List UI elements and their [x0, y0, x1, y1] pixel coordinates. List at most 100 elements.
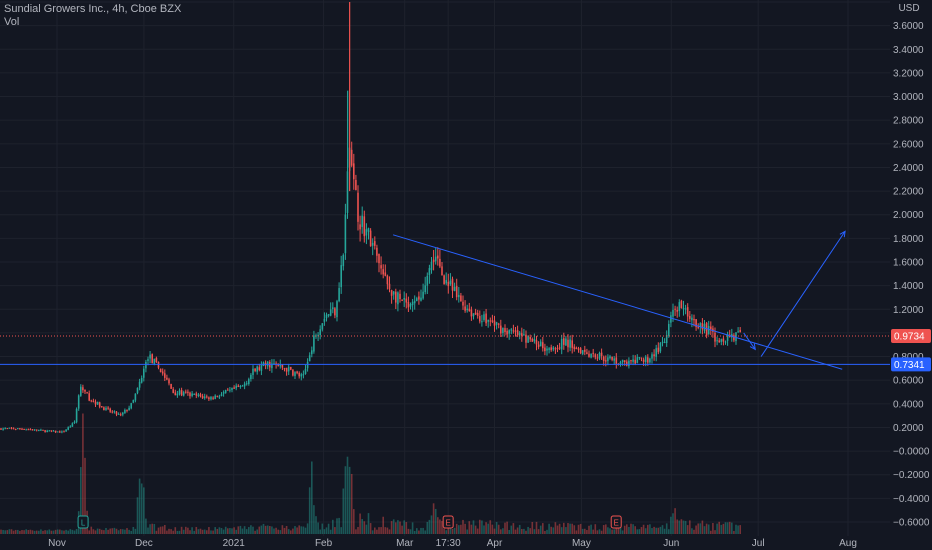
candle-body: [607, 357, 609, 362]
candle-body: [185, 391, 187, 393]
candle-body: [208, 397, 210, 400]
volume-bar: [716, 523, 718, 534]
volume-bar: [203, 529, 206, 534]
candle-body: [42, 429, 44, 431]
candle-body: [69, 426, 72, 428]
candle-body: [35, 429, 38, 431]
volume-bar: [227, 528, 229, 534]
volume-bar: [189, 530, 191, 534]
grid: [0, 0, 890, 536]
candle-body: [107, 407, 109, 409]
volume-bar: [132, 526, 135, 534]
candle-body: [113, 411, 116, 413]
candle-body: [508, 330, 510, 334]
volume-bar: [40, 529, 42, 534]
candle-body: [649, 358, 651, 363]
volume-bar: [462, 519, 464, 534]
candle-body: [647, 357, 649, 363]
price-tick-label: 2.6000: [893, 139, 924, 150]
candle-body: [426, 275, 429, 286]
volume-bar: [124, 529, 126, 534]
candle-body: [634, 359, 636, 364]
candle-body: [54, 430, 57, 433]
price-tick-label: 0.4000: [893, 399, 924, 410]
candle-body: [227, 389, 229, 391]
volume-bar: [525, 530, 527, 534]
time-tick-label: May: [572, 538, 591, 549]
volume-bar: [426, 521, 429, 534]
volume-bar: [451, 528, 454, 534]
volume-bar: [126, 528, 128, 534]
earnings-marker-label: E: [614, 519, 619, 528]
volume-bar: [258, 526, 261, 534]
candle-body: [96, 401, 99, 405]
candle-body: [521, 333, 523, 336]
candle-body: [510, 329, 513, 331]
volume-bar: [594, 524, 597, 534]
volume-bar: [340, 527, 342, 534]
candle-body: [596, 357, 599, 359]
volume-bar: [10, 529, 13, 534]
price-tick-label: 3.2000: [893, 68, 924, 79]
candle-body: [283, 368, 286, 370]
candle-body: [621, 359, 624, 363]
volume-bar: [703, 526, 706, 534]
volume-bar: [691, 528, 693, 534]
volume-bar: [115, 528, 118, 534]
time-axis[interactable]: Nov Dec 2021 Feb Mar 17:30 Apr May Jun Jul Aug: [48, 538, 857, 549]
volume-bar: [199, 528, 202, 534]
candle-body: [470, 309, 473, 317]
candle-body: [176, 393, 179, 396]
candle-body: [733, 335, 735, 341]
candle-body: [432, 259, 435, 263]
candle-body: [485, 313, 487, 324]
candle-body: [82, 387, 84, 391]
candle-body: [689, 315, 691, 319]
volume-bar: [470, 524, 473, 534]
time-axis-background[interactable]: [0, 536, 932, 550]
drawings[interactable]: [0, 230, 890, 370]
volume-bar: [615, 528, 618, 534]
volume-bar: [502, 528, 504, 534]
volume-bar: [714, 530, 716, 534]
volume-bar: [348, 466, 351, 534]
price-axis-background[interactable]: [890, 0, 932, 536]
volume-bar: [737, 525, 739, 534]
volume-bar: [67, 530, 69, 534]
volume-bar: [434, 508, 437, 534]
candle-body: [252, 368, 254, 375]
candle-body: [529, 336, 531, 340]
volume-bar: [315, 516, 317, 534]
candle-body: [130, 403, 132, 409]
volume-bar: [413, 530, 416, 534]
volume-bar: [684, 520, 687, 534]
candle-body: [231, 387, 233, 390]
symbol-title[interactable]: Sundial Growers Inc., 4h, Cboe BZX: [4, 3, 182, 15]
volume-bar: [94, 530, 97, 534]
volume-bar: [653, 526, 655, 534]
candle-body: [674, 308, 676, 310]
volume-bar: [138, 478, 141, 534]
candle-body: [353, 163, 355, 180]
candle-body: [397, 292, 399, 305]
volume-bar: [304, 527, 307, 534]
candle-body: [714, 332, 716, 342]
candle-body: [40, 429, 42, 431]
price-labels: 0.9734 0.7341: [891, 329, 931, 372]
volume-bar: [290, 530, 292, 534]
volume-bar: [680, 519, 683, 534]
volume-bar: [197, 529, 200, 534]
volume-bar: [65, 529, 67, 534]
candle-body: [556, 348, 559, 350]
volume-bar: [642, 524, 645, 534]
volume-indicator-label[interactable]: Vol: [4, 16, 20, 28]
volume-bar: [495, 522, 498, 534]
candle-body: [434, 256, 437, 262]
candle-body: [392, 291, 395, 295]
candle-body: [44, 430, 46, 432]
volume-bar: [663, 528, 666, 534]
volume-bar: [193, 530, 195, 534]
volume-bar: [243, 526, 246, 534]
